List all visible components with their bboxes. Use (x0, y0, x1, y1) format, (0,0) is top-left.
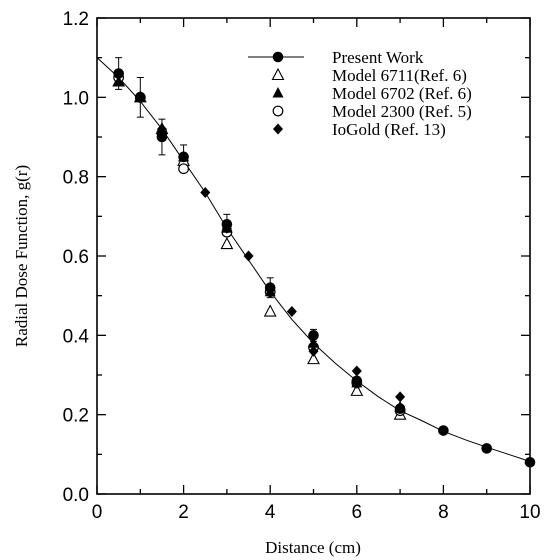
data-point (178, 163, 190, 175)
data-point (243, 250, 254, 262)
data-point (113, 68, 124, 79)
data-point (308, 330, 319, 341)
data-point (200, 187, 211, 199)
data-point (156, 131, 168, 143)
y-tick-label: 0.2 (63, 406, 89, 427)
data-point (524, 456, 536, 468)
data-point (438, 425, 449, 436)
data-point (351, 375, 363, 387)
x-tick-label: 0 (92, 502, 103, 523)
data-point (263, 304, 277, 317)
y-axis-label: Radial Dose Function, g(r) (12, 165, 31, 347)
legend-label: IoGold (Ref. 13) (332, 120, 446, 139)
data-point (221, 218, 233, 230)
x-tick-label: 4 (265, 502, 276, 523)
data-point (286, 306, 297, 318)
data-point (113, 75, 125, 86)
legend-marker (272, 105, 284, 117)
y-tick-label: 1.0 (63, 88, 89, 109)
data-point (178, 151, 189, 163)
y-tick-label: 1.2 (63, 9, 89, 30)
legend-label: Model 2300 (Ref. 5) (332, 102, 472, 121)
data-point (350, 383, 364, 396)
legend-label: Present Work (332, 48, 424, 67)
legend-marker (271, 67, 285, 81)
legend-marker (273, 123, 283, 135)
x-tick-label: 6 (352, 502, 363, 523)
data-markers (112, 68, 536, 468)
data-point (481, 443, 493, 454)
x-tick-label: 8 (438, 502, 449, 523)
legend-marker (272, 51, 284, 63)
data-point (307, 351, 320, 365)
y-tick-label: 0.8 (63, 168, 89, 189)
axis-ticks (96, 17, 531, 495)
legend-label: Model 6711(Ref. 6) (332, 66, 467, 85)
tick-labels: 0 2 4 6 8 10 0.0 0.2 0.4 0.6 0.8 1.0 1.2 (63, 9, 541, 523)
data-point (264, 282, 276, 294)
data-point (220, 236, 234, 250)
data-point (308, 337, 319, 348)
x-tick-label: 10 (519, 502, 540, 523)
y-tick-label: 0.0 (63, 485, 89, 506)
data-point (351, 365, 362, 377)
x-tick-label: 2 (178, 502, 189, 523)
legend-marker (272, 87, 284, 98)
x-axis-label: Distance (cm) (265, 538, 361, 557)
y-tick-label: 0.6 (63, 247, 89, 268)
data-point (135, 92, 146, 103)
legend-label: Model 6702 (Ref. 6) (332, 84, 472, 103)
data-point (395, 391, 406, 403)
y-tick-label: 0.4 (63, 326, 90, 347)
data-point (394, 403, 406, 415)
data-point (156, 123, 167, 135)
data-point (308, 345, 319, 357)
